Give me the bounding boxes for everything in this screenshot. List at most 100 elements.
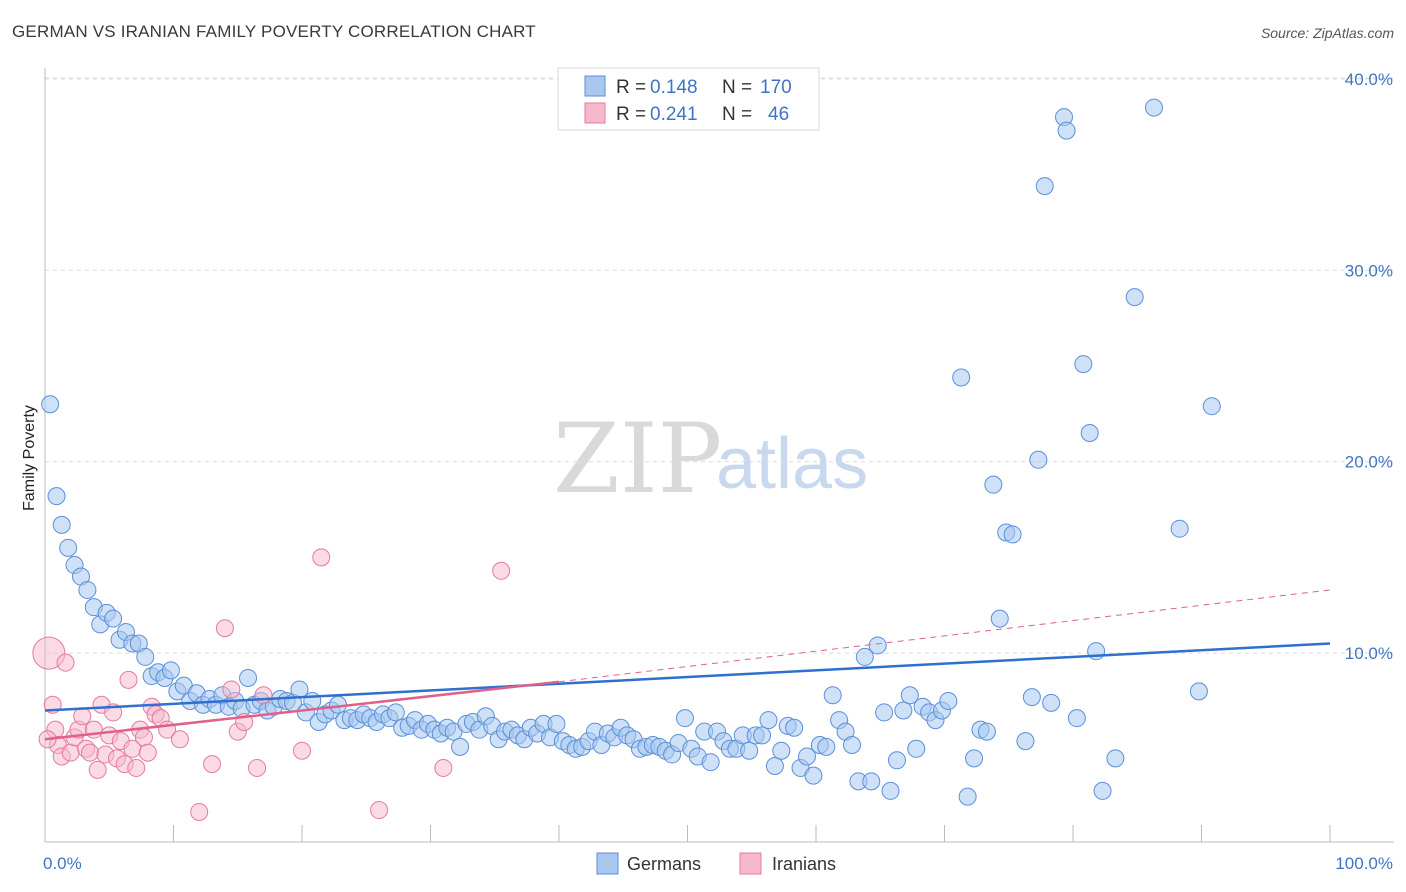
y-tick-label: 40.0%: [1345, 70, 1393, 89]
germans-point: [386, 703, 405, 722]
germans-point: [804, 766, 823, 785]
germans-point: [41, 395, 60, 414]
germans-point: [161, 661, 180, 680]
iranians-point: [73, 707, 92, 726]
x-tick-label: 0.0%: [43, 854, 82, 873]
iranians-point: [127, 758, 146, 777]
germans-point: [887, 751, 906, 770]
series-legend: Germans Iranians: [596, 852, 836, 875]
germans-point: [798, 747, 817, 766]
germans-point: [855, 647, 874, 666]
germans-point: [1080, 423, 1099, 442]
germans-point: [52, 515, 71, 534]
germans-point: [1144, 98, 1163, 117]
germans-point: [1093, 781, 1112, 800]
iranians-point: [312, 548, 331, 567]
germans-point: [753, 726, 772, 745]
germans-point: [1189, 682, 1208, 701]
bottom-legend-iranians: Iranians: [772, 854, 836, 874]
germans-point: [675, 709, 694, 728]
germans-point: [862, 772, 881, 791]
y-tick-label: 10.0%: [1345, 644, 1393, 663]
germans-point: [1170, 519, 1189, 538]
germans-point: [977, 722, 996, 741]
watermark: ZIP atlas: [553, 403, 868, 515]
iranians-trend-extension: [558, 589, 1331, 683]
y-tick-label: 30.0%: [1345, 261, 1393, 280]
germans-point: [136, 647, 155, 666]
germans-point: [785, 718, 804, 737]
germans-point: [958, 787, 977, 806]
germans-point: [952, 368, 971, 387]
germans-point: [1016, 732, 1035, 751]
germans-point: [1029, 450, 1048, 469]
legend-r-iranians: 0.241: [650, 104, 698, 125]
iranians-point: [134, 728, 153, 747]
iranians-point: [492, 561, 511, 580]
iranians-point: [203, 755, 222, 774]
iranians-point: [80, 743, 99, 762]
germans-point: [104, 609, 123, 628]
germans-point: [939, 691, 958, 710]
tick-labels: 10.0% 20.0% 30.0% 40.0% 0.0% 100.0%: [43, 70, 1393, 873]
germans-point: [984, 475, 1003, 494]
germans-point: [1003, 525, 1022, 544]
germans-point: [765, 757, 784, 776]
germans-point: [59, 538, 78, 557]
legend-r-label-iranians: R =: [616, 104, 646, 125]
germans-point: [842, 735, 861, 754]
iranians-point: [56, 653, 75, 672]
legend-r-label-germans: R =: [616, 77, 646, 98]
germans-point: [701, 753, 720, 772]
legend-n-label-iranians: N =: [722, 104, 752, 125]
axes: [44, 68, 1394, 843]
watermark-zip: ZIP: [553, 403, 722, 515]
bottom-legend-swatch-germans: [596, 852, 619, 875]
iranians-point: [61, 743, 80, 762]
germans-point: [823, 686, 842, 705]
germans-point: [47, 487, 66, 506]
germans-point: [1125, 288, 1144, 307]
germans-trend-line: [44, 642, 1331, 712]
germans-point: [1042, 693, 1061, 712]
germans-point: [1202, 397, 1221, 416]
germans-point: [894, 701, 913, 720]
iranians-point: [88, 760, 107, 779]
germans-point: [907, 739, 926, 758]
grid-lines: [45, 77, 1394, 654]
germans-point: [881, 781, 900, 800]
iranians-point: [222, 680, 241, 699]
germans-point: [303, 691, 322, 710]
legend-swatch-germans: [584, 75, 606, 97]
germans-point: [817, 737, 836, 756]
legend-n-iranians: 46: [768, 104, 789, 125]
iranians-trend-line: [44, 680, 560, 741]
iranians-point: [293, 741, 311, 760]
germans-point: [990, 609, 1009, 628]
legend-n-germans: 170: [760, 77, 792, 98]
germans-point: [868, 636, 887, 655]
y-tick-label: 20.0%: [1345, 453, 1393, 472]
germans-point: [1035, 177, 1054, 196]
germans-point: [1057, 121, 1076, 140]
iranians-point: [254, 686, 273, 705]
correlation-legend: R = 0.148 N = 170 R = 0.241 N = 46: [557, 67, 820, 131]
germans-point: [740, 741, 759, 760]
watermark-atlas: atlas: [716, 424, 868, 504]
germans-point: [900, 686, 919, 705]
source-credit: Source: ZipAtlas.com: [1260, 25, 1394, 41]
legend-r-germans: 0.148: [650, 77, 698, 98]
legend-swatch-iranians: [584, 102, 606, 124]
iranians-point: [170, 730, 189, 749]
iranians-point: [248, 758, 267, 777]
germans-point: [772, 741, 791, 760]
iranians-points: [32, 548, 511, 821]
germans-point: [759, 711, 778, 730]
bottom-legend-swatch-iranians: [739, 852, 762, 875]
germans-point: [1022, 688, 1041, 707]
iranians-point: [190, 802, 209, 821]
germans-point: [1074, 355, 1093, 374]
chart-title: GERMAN VS IRANIAN FAMILY POVERTY CORRELA…: [12, 22, 536, 41]
trend-lines: [44, 589, 1331, 741]
